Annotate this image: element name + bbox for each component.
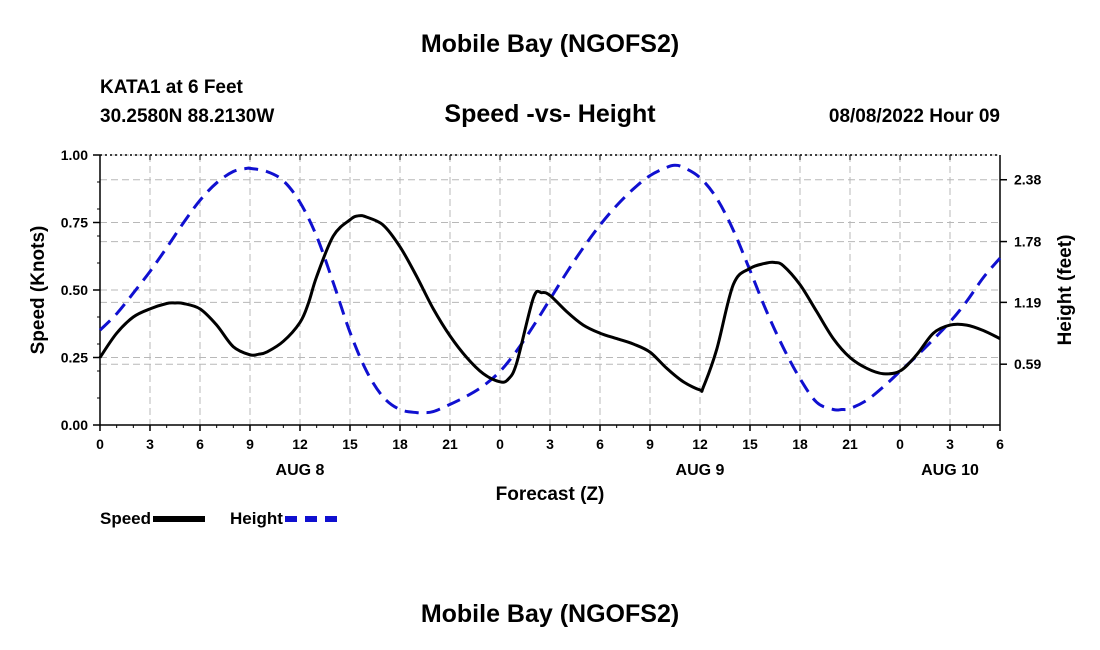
series-line-height — [98, 163, 1002, 415]
y-tick-label: 0.25 — [61, 350, 88, 366]
station-coordinates: 30.2580N 88.2130W — [100, 106, 275, 127]
legend-item-speed: Speed — [100, 509, 206, 529]
x-tick-label: 18 — [792, 436, 808, 452]
footer-title: Mobile Bay (NGOFS2) — [420, 600, 680, 628]
x-date-label: AUG 9 — [676, 462, 725, 479]
legend-label-speed: Speed — [100, 509, 152, 528]
y-tick-label: 0.50 — [61, 282, 88, 298]
x-tick-label: 15 — [342, 436, 358, 452]
chart-subtitle: Speed -vs- Height — [444, 100, 656, 128]
legend-swatch-speed — [153, 516, 206, 522]
speed-height-chart: 0 3 6 9 12 15 18 21 0 3 6 9 12 15 18 21 0 3 6 AUG 8 AUG 9 AUG… — [28, 147, 1076, 505]
y2-tick-label: 0.59 — [1014, 356, 1041, 372]
y-tick-label: 1.00 — [61, 147, 88, 163]
x-tick-label: 3 — [146, 436, 154, 452]
x-tick-label: 6 — [196, 436, 204, 452]
series-line-speed — [98, 214, 1001, 393]
y-tick-label: 0.75 — [61, 215, 88, 231]
x-tick-label: 0 — [496, 436, 504, 452]
x-date-label: AUG 8 — [276, 462, 325, 479]
x-tick-label: 6 — [996, 436, 1004, 452]
x-tick-label: 3 — [946, 436, 954, 452]
chart-main-title: Mobile Bay (NGOFS2) — [420, 30, 680, 58]
y2-tick-label: 2.38 — [1014, 172, 1041, 188]
legend-label-height: Height — [230, 509, 283, 528]
x-tick-label: 15 — [742, 436, 758, 452]
y2-tick-label: 1.19 — [1014, 294, 1041, 310]
y-axis-title: Speed (Knots) — [28, 226, 49, 355]
x-tick-label: 6 — [596, 436, 604, 452]
x-date-label: AUG 10 — [921, 462, 979, 479]
station-label: KATA1 at 6 Feet — [100, 77, 243, 98]
x-tick-label: 12 — [292, 436, 308, 452]
x-tick-label: 18 — [392, 436, 408, 452]
y2-axis-title: Height (feet) — [1055, 235, 1076, 346]
y2-tick-label: 1.78 — [1014, 234, 1041, 250]
x-axis-title: Forecast (Z) — [496, 484, 605, 505]
x-tick-label: 0 — [96, 436, 104, 452]
x-tick-label: 21 — [842, 436, 858, 452]
x-tick-label: 9 — [246, 436, 254, 452]
legend-item-height: Height — [230, 509, 337, 529]
x-tick-label: 12 — [692, 436, 708, 452]
x-tick-label: 21 — [442, 436, 458, 452]
y-tick-label: 0.00 — [61, 417, 88, 433]
x-tick-label: 3 — [546, 436, 554, 452]
legend-swatch-height — [284, 516, 337, 522]
x-tick-label: 0 — [896, 436, 904, 452]
forecast-timestamp: 08/08/2022 Hour 09 — [828, 106, 1000, 127]
x-tick-label: 9 — [646, 436, 654, 452]
